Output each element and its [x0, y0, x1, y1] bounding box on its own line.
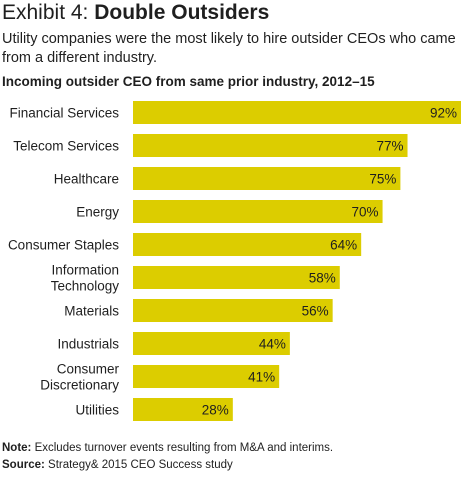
- bar-value-label: 44%: [259, 337, 286, 352]
- bar: [133, 134, 408, 157]
- exhibit-title-text: Double Outsiders: [94, 1, 270, 24]
- source-label: Source:: [2, 459, 45, 471]
- category-label: Financial Services: [9, 106, 119, 121]
- bar: [133, 299, 333, 322]
- bar: [133, 101, 461, 124]
- exhibit-label: Exhibit 4:: [2, 1, 89, 24]
- category-label: Telecom Services: [13, 139, 119, 154]
- category-label: Consumer Staples: [8, 238, 119, 253]
- bar: [133, 200, 383, 223]
- bar-value-label: 58%: [309, 271, 336, 286]
- bar: [133, 233, 362, 256]
- note-line: Note: Excludes turnover events resulting…: [2, 440, 333, 457]
- chart-footnotes: Note: Excludes turnover events resulting…: [2, 440, 333, 474]
- source-text: Strategy& 2015 CEO Success study: [44, 459, 233, 471]
- chart-title: Incoming outsider CEO from same prior in…: [2, 74, 375, 89]
- bar-value-label: 77%: [376, 139, 403, 154]
- category-label: Utilities: [75, 403, 119, 418]
- bar-value-label: 41%: [248, 370, 275, 385]
- category-label: Information: [51, 263, 119, 278]
- bar-value-label: 75%: [369, 172, 396, 187]
- bar-value-label: 64%: [330, 238, 357, 253]
- category-label: Discretionary: [40, 378, 119, 393]
- category-label: Technology: [51, 279, 120, 294]
- category-label: Materials: [64, 304, 119, 319]
- bar: [133, 167, 401, 190]
- category-label: Industrials: [57, 337, 119, 352]
- bar: [133, 266, 340, 289]
- bar-value-label: 70%: [352, 205, 379, 220]
- exhibit-title: Exhibit 4: Double Outsiders: [2, 0, 269, 26]
- bar-value-label: 92%: [430, 106, 457, 121]
- category-label: Energy: [76, 205, 119, 220]
- bar: [133, 398, 233, 421]
- category-label: Consumer: [57, 362, 120, 377]
- note-text: Excludes turnover events resulting from …: [31, 442, 334, 454]
- source-line: Source: Strategy& 2015 CEO Success study: [2, 457, 333, 474]
- bar-value-label: 56%: [302, 304, 329, 319]
- bar-chart: 92% Financial Services 77% Telecom Services…: [8, 101, 461, 421]
- bar: [133, 332, 290, 355]
- bar-value-label: 28%: [202, 403, 229, 418]
- exhibit-subtitle: Utility companies were the most likely t…: [2, 31, 456, 66]
- category-label: Healthcare: [54, 172, 119, 187]
- bar: [133, 365, 280, 388]
- note-label: Note:: [2, 442, 32, 454]
